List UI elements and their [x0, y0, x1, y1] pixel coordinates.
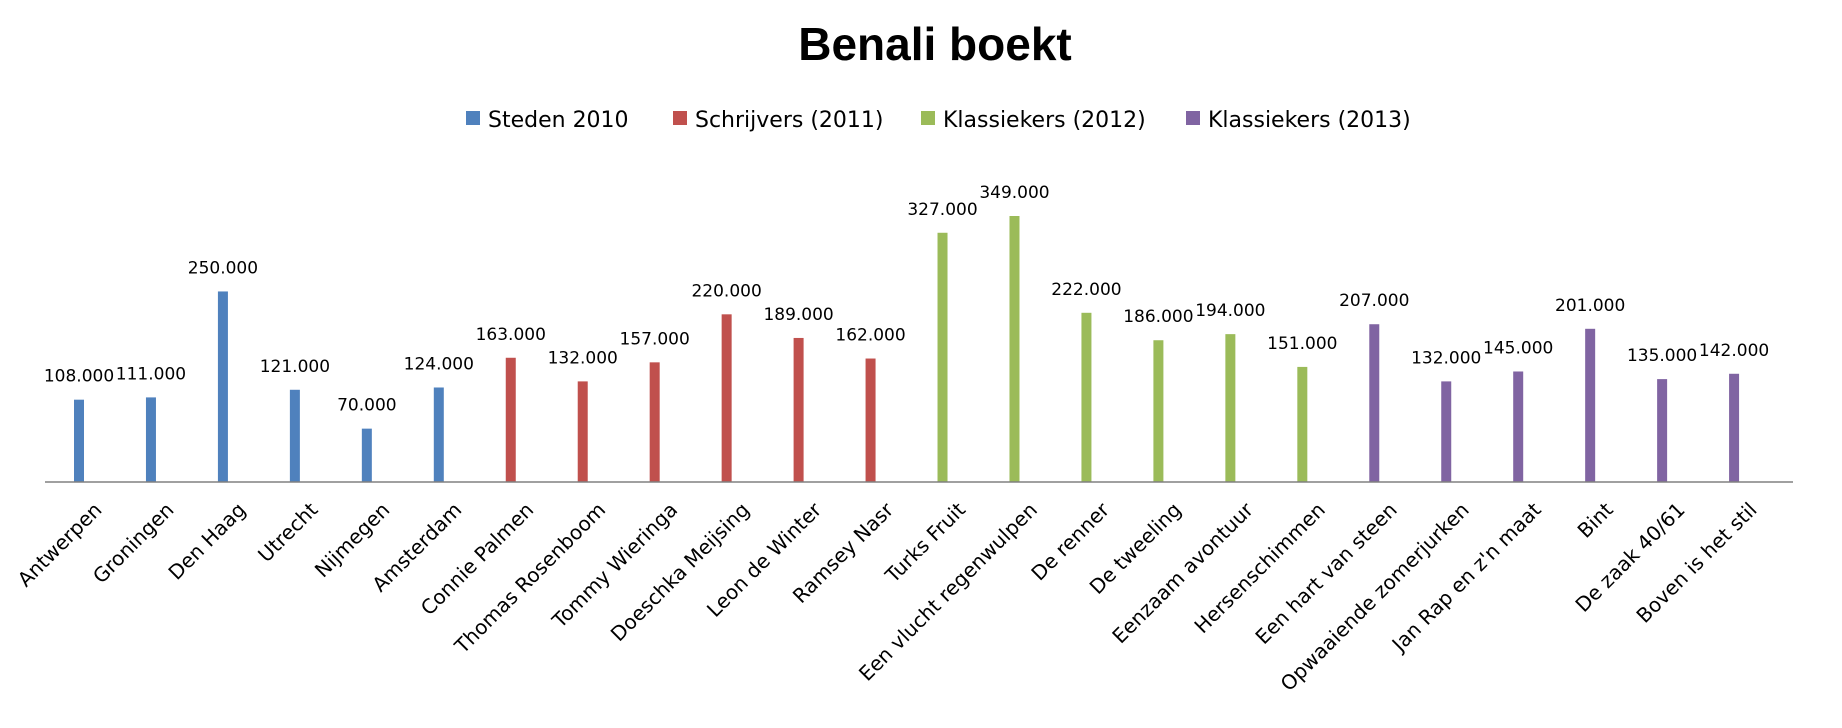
data-label: 222.000: [1051, 280, 1121, 300]
legend: Steden 2010 Schrijvers (2011) Klassiekers …: [466, 108, 1411, 133]
legend-swatch: [1186, 111, 1200, 125]
x-tick-label: Doeschka Meijsing: [606, 498, 754, 646]
bar: [721, 314, 732, 482]
x-tick-label: Den Haag: [163, 498, 250, 585]
x-tick-label: Een hart van steen: [1250, 498, 1401, 649]
data-label: 349.000: [979, 183, 1049, 203]
bar: [1657, 379, 1668, 482]
bar: [577, 381, 588, 482]
bars: [74, 216, 1740, 482]
legend-label: Klassiekers (2013): [1208, 108, 1411, 133]
data-label: 108.000: [44, 367, 114, 387]
x-tick-label: Hersenschimmen: [1189, 498, 1329, 638]
data-label: 132.000: [548, 348, 618, 368]
bar: [1081, 312, 1092, 482]
bar: [1729, 373, 1740, 482]
bar: [1441, 381, 1452, 482]
bar: [505, 357, 516, 482]
legend-label: Schrijvers (2011): [695, 108, 883, 133]
data-label: 220.000: [691, 281, 761, 301]
x-tick-label: Antwerpen: [13, 498, 107, 592]
bar: [937, 232, 948, 482]
data-label: 186.000: [1123, 307, 1193, 327]
bar: [1585, 328, 1596, 482]
bar: [145, 397, 156, 482]
data-label: 111.000: [116, 364, 186, 384]
chart-title: Benali boekt: [798, 18, 1072, 70]
data-label: 327.000: [907, 200, 977, 220]
data-label: 163.000: [476, 325, 546, 345]
data-label: 142.000: [1699, 341, 1769, 361]
legend-label: Klassiekers (2012): [943, 108, 1146, 133]
legend-swatch: [466, 111, 480, 125]
data-label: 135.000: [1627, 346, 1697, 366]
data-label: 201.000: [1555, 296, 1625, 316]
data-label: 124.000: [404, 354, 474, 374]
bar: [793, 337, 804, 482]
x-tick-label: Utrecht: [253, 497, 322, 566]
data-label: 194.000: [1195, 301, 1265, 321]
data-labels: 108.000 111.000 250.000 121.000 70.000 124.00…: [44, 183, 1769, 416]
x-tick-label: Tommy Wieringa: [547, 498, 683, 634]
data-label: 121.000: [260, 357, 330, 377]
x-tick-label: Bint: [1573, 497, 1618, 542]
bar: [1225, 334, 1236, 482]
bar: [1297, 366, 1308, 482]
x-tick-label: Boven is het stil: [1631, 498, 1761, 628]
bar: [289, 389, 300, 482]
legend-swatch: [673, 111, 687, 125]
bar: [74, 399, 84, 482]
bar: [217, 291, 228, 482]
bar: [649, 362, 660, 482]
data-label: 145.000: [1483, 338, 1553, 358]
data-label: 162.000: [835, 326, 905, 346]
x-tick-label: Eenzaam avontuur: [1107, 497, 1258, 648]
data-label: 207.000: [1339, 291, 1409, 311]
bar: [361, 428, 372, 482]
data-label: 189.000: [763, 305, 833, 325]
data-label: 132.000: [1411, 348, 1481, 368]
bar: [1369, 324, 1380, 482]
bar: [433, 387, 444, 482]
bar: [1009, 216, 1020, 482]
data-label: 157.000: [620, 329, 690, 349]
bar: [1153, 340, 1164, 482]
data-label: 151.000: [1267, 334, 1337, 354]
data-label: 70.000: [337, 396, 396, 416]
data-label: 250.000: [188, 258, 258, 278]
bar: [1513, 371, 1524, 482]
legend-label: Steden 2010: [488, 108, 629, 133]
bar: [865, 358, 876, 482]
legend-swatch: [921, 111, 935, 125]
